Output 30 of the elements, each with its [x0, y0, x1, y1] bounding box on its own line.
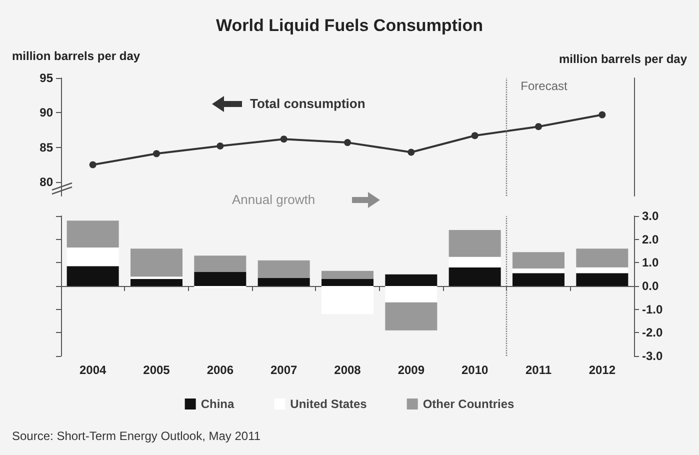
- x-tick-label: 2009: [398, 363, 425, 377]
- y2-tick-label: -3.0: [642, 349, 664, 363]
- legend-label: Other Countries: [422, 397, 515, 411]
- legend-label: United States: [290, 397, 368, 411]
- y2-tick-label: -1.0: [642, 302, 664, 316]
- ref-line-label: Forecast: [520, 79, 568, 93]
- x-tick-label: 2010: [461, 363, 489, 377]
- x-tick-label: 2012: [588, 363, 616, 377]
- y2-axis-title: million barrels per day: [558, 52, 687, 66]
- legend-label: China: [200, 397, 234, 411]
- y-tick-label: 85: [40, 140, 54, 154]
- y2-tick-label: 0.0: [642, 279, 660, 293]
- y-tick-label: 80: [40, 175, 54, 190]
- y-tick-label: 90: [40, 106, 54, 120]
- x-tick-label: 2007: [270, 363, 298, 377]
- chart-title: World Liquid Fuels Consumption: [216, 16, 483, 35]
- source-note: Source: Short-Term Energy Outlook, May 2011: [12, 429, 261, 443]
- y2-tick-label: -2.0: [642, 326, 664, 340]
- y2-tick-label: 1.0: [642, 256, 660, 270]
- y2-tick-label: 3.0: [642, 209, 660, 223]
- x-tick-label: 2005: [143, 363, 170, 377]
- x-tick-label: 2004: [79, 363, 107, 377]
- y-axis-title: million barrels per day: [12, 49, 140, 63]
- annotation: Annual growth: [232, 192, 316, 207]
- annotation: Total consumption: [250, 96, 366, 111]
- y2-tick-label: 2.0: [642, 232, 660, 246]
- y-tick-label: 95: [40, 71, 54, 85]
- x-tick-label: 2008: [334, 363, 362, 377]
- x-tick-label: 2006: [206, 363, 234, 377]
- x-tick-label: 2011: [525, 363, 552, 377]
